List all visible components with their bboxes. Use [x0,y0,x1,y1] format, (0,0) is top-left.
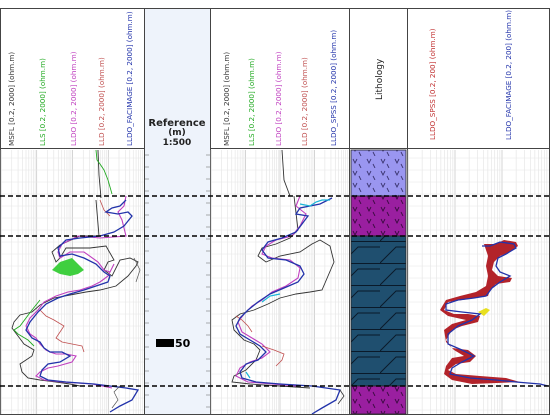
depth-marker-bar [156,339,174,347]
track-separators [144,8,408,415]
curve-label-lldo-2: LLDO [0.2, 2000] (ohm.m) [274,51,283,146]
lithology-track-header: Lithology [375,58,385,100]
reference-scale: 1:500 [163,138,192,148]
middle-lldo-spss-curve [235,197,341,415]
depth-label-50: 50 [175,337,191,350]
lithology-unit-1 [350,149,407,197]
curve-label-msfl-2: MSFL [0.2, 2000] (ohm.m) [222,52,231,146]
curve-label-lldo-facimage-right: LLDO_FACIMAGE [0.2, 200] (ohm.m) [504,10,513,140]
left-track-header: MSFL [0.2, 2000] (ohm.m) LLS [0.2, 2000]… [7,11,134,146]
middle-track-grid [210,150,349,414]
curve-label-lldo-spss: LLDO_SPSS [0.2, 2000] (ohm.m) [329,30,338,146]
middle-track-curves [231,149,345,415]
formation-boundaries [0,195,550,387]
right-spss-fill [440,240,520,384]
lithology-title: Lithology [375,58,385,100]
left-lls-curve [13,149,113,347]
middle-msfl-curve [231,149,335,389]
curve-label-lld: LLD [0.2, 2000] (ohm.m) [97,57,106,146]
left-extra-curves [111,257,141,409]
curve-label-lld-2: LLD [0.2, 2000] (ohm.m) [300,57,309,146]
depth-marker: 50 [156,337,191,350]
reference-title: Reference [148,118,205,129]
left-msfl-curve [11,149,139,387]
curve-label-lldo-facimage: LLDO_FACIMAGE [0.2, 2000] (ohm.m) [125,11,134,146]
left-lldo-facimage-curve [25,199,140,413]
depth-ticks [145,154,210,408]
right-track-header: LLDO_SPSS [0.2, 200] (ohm.m) LLDO_FACIMA… [428,10,513,140]
reference-track [145,9,210,414]
curve-label-lldo: LLDO [0.2, 2000] (ohm.m) [69,51,78,146]
middle-lld-curve [235,315,285,367]
reference-unit: (m) [168,128,186,138]
curve-label-lls: LLS [0.2, 2000] (ohm.m) [38,58,47,146]
curve-label-lls-2: LLS [0.2, 2000] (ohm.m) [247,58,256,146]
lithology-unit-3 [350,235,407,387]
left-track-curves [11,149,141,413]
middle-spike-curve [337,389,345,405]
curve-label-msfl: MSFL [0.2, 2000] (ohm.m) [7,52,16,146]
middle-lldo-curve [235,195,307,387]
left-lls-fill [52,258,84,276]
left-lld-curve [39,199,111,353]
reference-track-header: Reference (m) 1:500 [148,118,205,148]
lithology-column [350,149,407,415]
right-facimage-curve [445,241,549,387]
lithology-unit-4 [350,385,407,415]
lithology-unit-2 [350,195,407,237]
middle-track-header: MSFL [0.2, 2000] (ohm.m) LLS [0.2, 2000]… [222,30,338,146]
middle-cyan-curve [245,199,330,379]
right-track-curves [440,240,549,387]
curve-label-lldo-spss-right: LLDO_SPSS [0.2, 200] (ohm.m) [428,28,437,140]
right-track-grid [407,150,549,414]
left-track-grid [0,150,144,414]
